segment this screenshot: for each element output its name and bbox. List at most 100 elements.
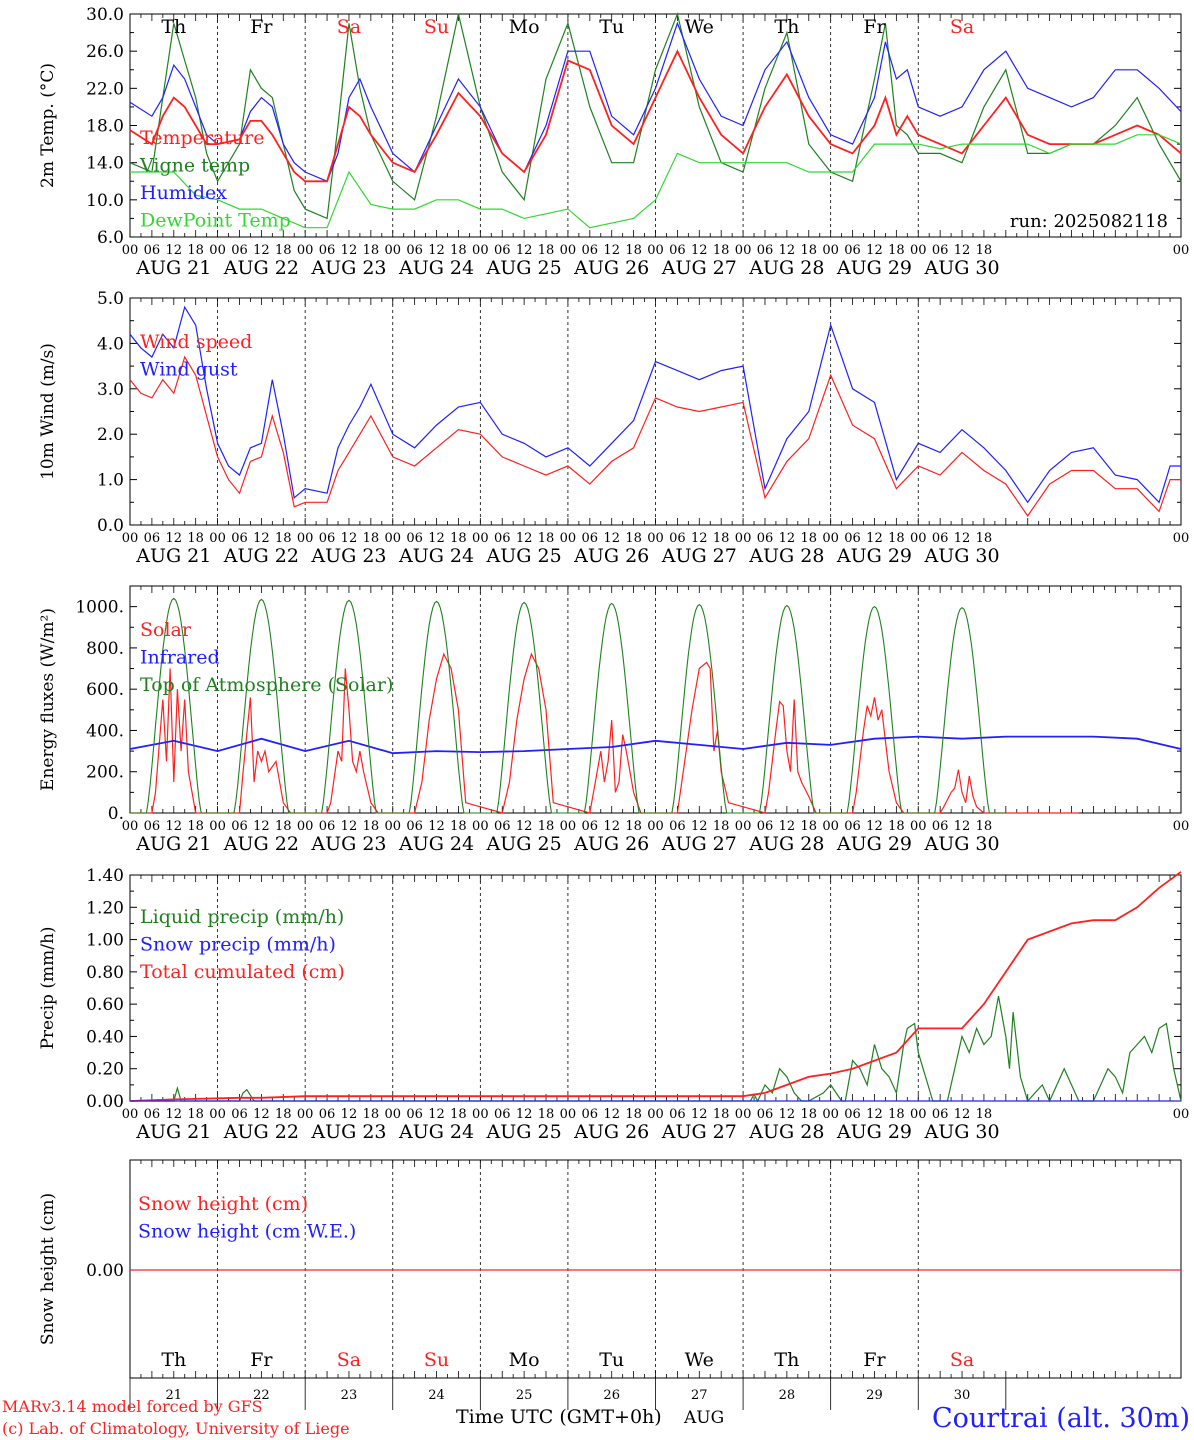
- y-tick-label: 4.0: [97, 334, 124, 354]
- y-tick-label: 22.0: [86, 79, 124, 99]
- hour-tick-label: 12: [779, 1107, 796, 1122]
- hour-tick-label: 00: [384, 243, 401, 258]
- hour-tick-label: 06: [231, 1107, 248, 1122]
- hour-tick-label: 18: [625, 819, 642, 834]
- weekday-label-top: We: [685, 16, 714, 38]
- hour-tick-label: 00: [209, 243, 226, 258]
- legend-entry: Snow precip (mm/h): [140, 934, 336, 956]
- hour-tick-label: 06: [231, 243, 248, 258]
- hour-tick-label: 06: [319, 531, 336, 546]
- day-number: 28: [779, 1388, 796, 1403]
- hour-tick-label: 00: [560, 531, 577, 546]
- hour-tick-label: 12: [954, 243, 971, 258]
- hour-tick-label: 18: [275, 819, 292, 834]
- hour-tick-label: 00: [560, 819, 577, 834]
- day-label: AUG 25: [486, 545, 562, 567]
- hour-tick-label: 12: [866, 531, 883, 546]
- y-tick-label: 26.0: [86, 42, 124, 62]
- hour-tick-label: 18: [363, 819, 380, 834]
- day-label: AUG 21: [135, 545, 211, 567]
- hour-tick-label: 18: [275, 1107, 292, 1122]
- hour-tick-label: 00: [472, 819, 489, 834]
- weekday-label-top: Fr: [250, 16, 273, 38]
- day-label: AUG 29: [836, 1121, 912, 1143]
- y-tick-label: 0.: [108, 804, 124, 824]
- run-label: run: 2025082118: [1010, 211, 1168, 232]
- y-tick-label: 1.20: [86, 898, 124, 918]
- hour-tick-label: 18: [450, 243, 467, 258]
- y-tick-label: 200.: [86, 763, 124, 783]
- hour-tick-label: 00: [1173, 1107, 1190, 1122]
- hour-tick-label: 06: [494, 243, 511, 258]
- hour-tick-label: 18: [363, 531, 380, 546]
- hour-tick-label: 12: [341, 531, 358, 546]
- series-line-top-of-atmosphere: [130, 597, 1006, 814]
- legend-entry: Wind gust: [140, 359, 238, 381]
- series-line-dewpoint-temp: [130, 134, 1182, 229]
- legend-entry: Snow height (cm): [138, 1193, 308, 1215]
- hour-tick-label: 00: [647, 243, 664, 258]
- wind-panel: 0.0 1.0 2.0 3.0 4.0 5.0 10m Wind (m/s) Wind spe…: [38, 289, 1189, 567]
- day-number: 22: [253, 1388, 270, 1403]
- hour-tick-label: 12: [779, 531, 796, 546]
- station-name: Courtrai (alt. 30m): [932, 1403, 1190, 1434]
- weekday-label-bottom: Sa: [950, 1349, 974, 1371]
- hour-tick-label: 18: [275, 531, 292, 546]
- hour-tick-label: 06: [844, 1107, 861, 1122]
- day-label: AUG 25: [486, 833, 562, 855]
- hour-tick-label: 00: [910, 531, 927, 546]
- hour-tick-label: 18: [888, 1107, 905, 1122]
- hour-tick-label: 00: [384, 531, 401, 546]
- hour-tick-label: 12: [428, 531, 445, 546]
- hour-tick-label: 06: [582, 1107, 599, 1122]
- hour-tick-label: 18: [625, 1107, 642, 1122]
- hour-tick-label: 06: [757, 531, 774, 546]
- hour-tick-label: 18: [187, 1107, 204, 1122]
- legend-entry: Total cumulated (cm): [140, 961, 345, 983]
- hour-tick-label: 12: [428, 243, 445, 258]
- day-label: AUG 23: [310, 833, 386, 855]
- day-label: AUG 27: [661, 545, 737, 567]
- hour-tick-label: 12: [691, 243, 708, 258]
- day-label: AUG 21: [135, 1121, 211, 1143]
- hour-tick-label: 18: [187, 531, 204, 546]
- hour-tick-label: 06: [669, 243, 686, 258]
- hour-tick-label: 06: [932, 243, 949, 258]
- hour-tick-label: 12: [779, 819, 796, 834]
- hour-tick-label: 12: [516, 819, 533, 834]
- hour-tick-label: 00: [209, 819, 226, 834]
- hour-tick-label: 12: [691, 1107, 708, 1122]
- footer-model-line2: (c) Lab. of Climatology, University of L…: [2, 1419, 350, 1438]
- hour-tick-label: 12: [866, 1107, 883, 1122]
- day-label: AUG 27: [661, 1121, 737, 1143]
- hour-tick-label: 06: [406, 243, 423, 258]
- series-line-infrared: [129, 735, 1182, 755]
- hour-tick-label: 18: [275, 243, 292, 258]
- hour-tick-label: 00: [735, 243, 752, 258]
- y-tick-label: 0.0: [97, 516, 124, 536]
- hour-tick-label: 12: [603, 819, 620, 834]
- hour-tick-label: 00: [822, 819, 839, 834]
- hour-tick-label: 06: [844, 243, 861, 258]
- hour-tick-label: 06: [932, 819, 949, 834]
- y-axis-label: Energy fluxes (W/m²): [38, 608, 58, 791]
- hour-tick-label: 12: [779, 243, 796, 258]
- hour-tick-label: 00: [560, 1107, 577, 1122]
- hour-tick-label: 00: [384, 1107, 401, 1122]
- hour-tick-label: 18: [450, 531, 467, 546]
- hour-tick-label: 06: [406, 819, 423, 834]
- day-label: AUG 24: [398, 545, 474, 567]
- hour-tick-label: 18: [976, 531, 993, 546]
- hour-tick-label: 00: [910, 819, 927, 834]
- hour-tick-label: 18: [888, 243, 905, 258]
- legend-entry: Infrared: [140, 647, 220, 669]
- y-tick-label: 1000.: [75, 598, 124, 618]
- y-tick-label: 5.0: [97, 289, 124, 309]
- day-number: 30: [954, 1388, 971, 1403]
- series-line-total-cumulated-cm-: [129, 871, 1182, 1102]
- y-tick-label: 400.: [86, 721, 124, 741]
- hour-tick-label: 06: [932, 1107, 949, 1122]
- hour-tick-label: 06: [231, 819, 248, 834]
- y-tick-label: 10.0: [86, 191, 124, 211]
- weekday-label-top: Su: [424, 16, 449, 38]
